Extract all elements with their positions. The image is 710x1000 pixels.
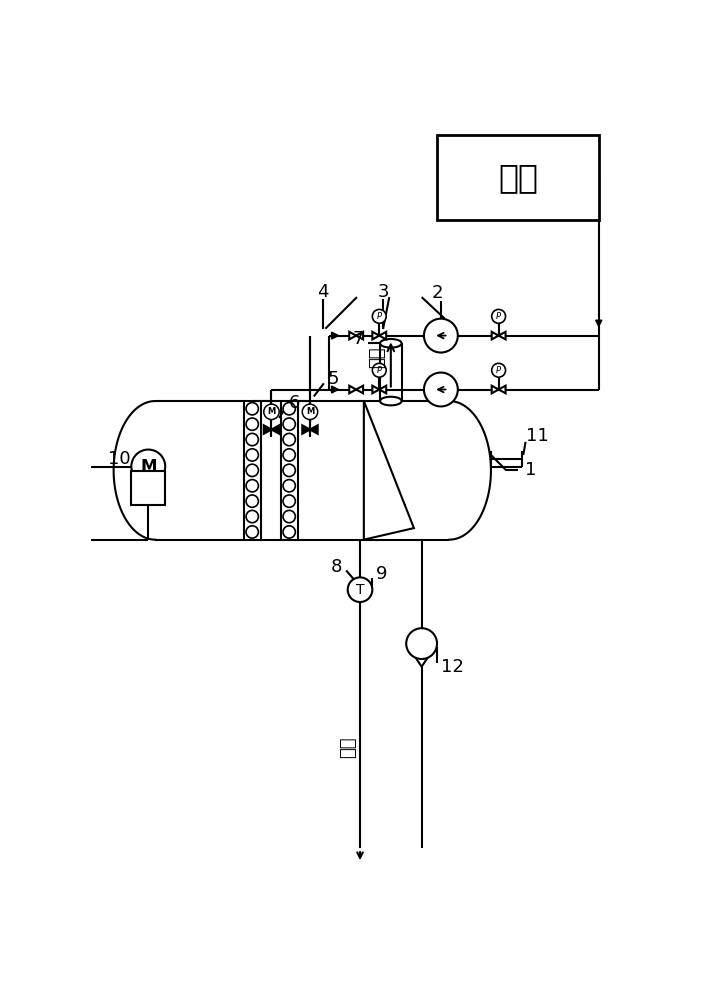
Circle shape: [283, 403, 295, 415]
Polygon shape: [332, 386, 339, 393]
Circle shape: [283, 495, 295, 507]
Text: 7: 7: [353, 330, 364, 348]
Text: 6: 6: [289, 394, 300, 412]
Polygon shape: [364, 401, 414, 540]
Polygon shape: [372, 386, 379, 393]
Circle shape: [283, 433, 295, 446]
Circle shape: [246, 480, 258, 492]
Circle shape: [131, 450, 165, 483]
Circle shape: [406, 628, 437, 659]
Text: P: P: [377, 312, 382, 321]
Text: 11: 11: [525, 427, 549, 445]
Polygon shape: [492, 386, 498, 393]
Polygon shape: [349, 332, 356, 339]
Circle shape: [246, 449, 258, 461]
Circle shape: [283, 464, 295, 477]
Polygon shape: [406, 644, 437, 667]
Text: T: T: [356, 583, 364, 597]
Text: 3: 3: [378, 283, 389, 301]
Text: 回水: 回水: [339, 737, 357, 758]
Text: M: M: [268, 407, 275, 416]
Ellipse shape: [380, 339, 402, 348]
Text: P: P: [496, 366, 501, 375]
Polygon shape: [492, 332, 498, 339]
Circle shape: [246, 433, 258, 446]
Ellipse shape: [380, 397, 402, 405]
Circle shape: [283, 526, 295, 538]
Polygon shape: [372, 332, 379, 339]
Text: 12: 12: [441, 658, 464, 676]
Text: 2: 2: [431, 284, 443, 302]
Polygon shape: [332, 332, 339, 339]
Polygon shape: [114, 401, 491, 540]
Circle shape: [283, 510, 295, 523]
Text: 4: 4: [317, 283, 329, 301]
Text: M: M: [140, 458, 156, 476]
Circle shape: [264, 404, 279, 420]
Circle shape: [246, 418, 258, 430]
Polygon shape: [349, 386, 356, 393]
Text: 1: 1: [525, 461, 537, 479]
Circle shape: [424, 373, 458, 406]
Circle shape: [283, 480, 295, 492]
Circle shape: [492, 309, 506, 323]
Polygon shape: [356, 386, 363, 393]
Polygon shape: [498, 332, 506, 339]
Circle shape: [302, 404, 317, 420]
Text: 水箱: 水箱: [498, 161, 538, 194]
Text: 10: 10: [108, 450, 131, 468]
Polygon shape: [379, 386, 386, 393]
Circle shape: [372, 309, 386, 323]
Text: 进汽: 进汽: [368, 346, 386, 368]
Circle shape: [372, 363, 386, 377]
Text: 8: 8: [332, 558, 343, 576]
Text: P: P: [496, 312, 501, 321]
Polygon shape: [264, 425, 271, 434]
Polygon shape: [498, 386, 506, 393]
Circle shape: [246, 526, 258, 538]
Circle shape: [246, 464, 258, 477]
Bar: [131, 471, 165, 505]
Circle shape: [246, 495, 258, 507]
Circle shape: [492, 363, 506, 377]
Polygon shape: [356, 332, 363, 339]
Bar: [437, 135, 599, 220]
Circle shape: [424, 319, 458, 353]
Circle shape: [283, 449, 295, 461]
Polygon shape: [310, 425, 317, 434]
Text: 9: 9: [376, 565, 388, 583]
Text: 5: 5: [327, 370, 339, 388]
Polygon shape: [596, 320, 602, 326]
Circle shape: [348, 577, 372, 602]
Polygon shape: [271, 425, 279, 434]
Text: M: M: [306, 407, 314, 416]
Polygon shape: [302, 425, 310, 434]
Circle shape: [246, 403, 258, 415]
Polygon shape: [379, 332, 386, 339]
Circle shape: [283, 418, 295, 430]
Text: P: P: [377, 366, 382, 375]
Circle shape: [246, 510, 258, 523]
